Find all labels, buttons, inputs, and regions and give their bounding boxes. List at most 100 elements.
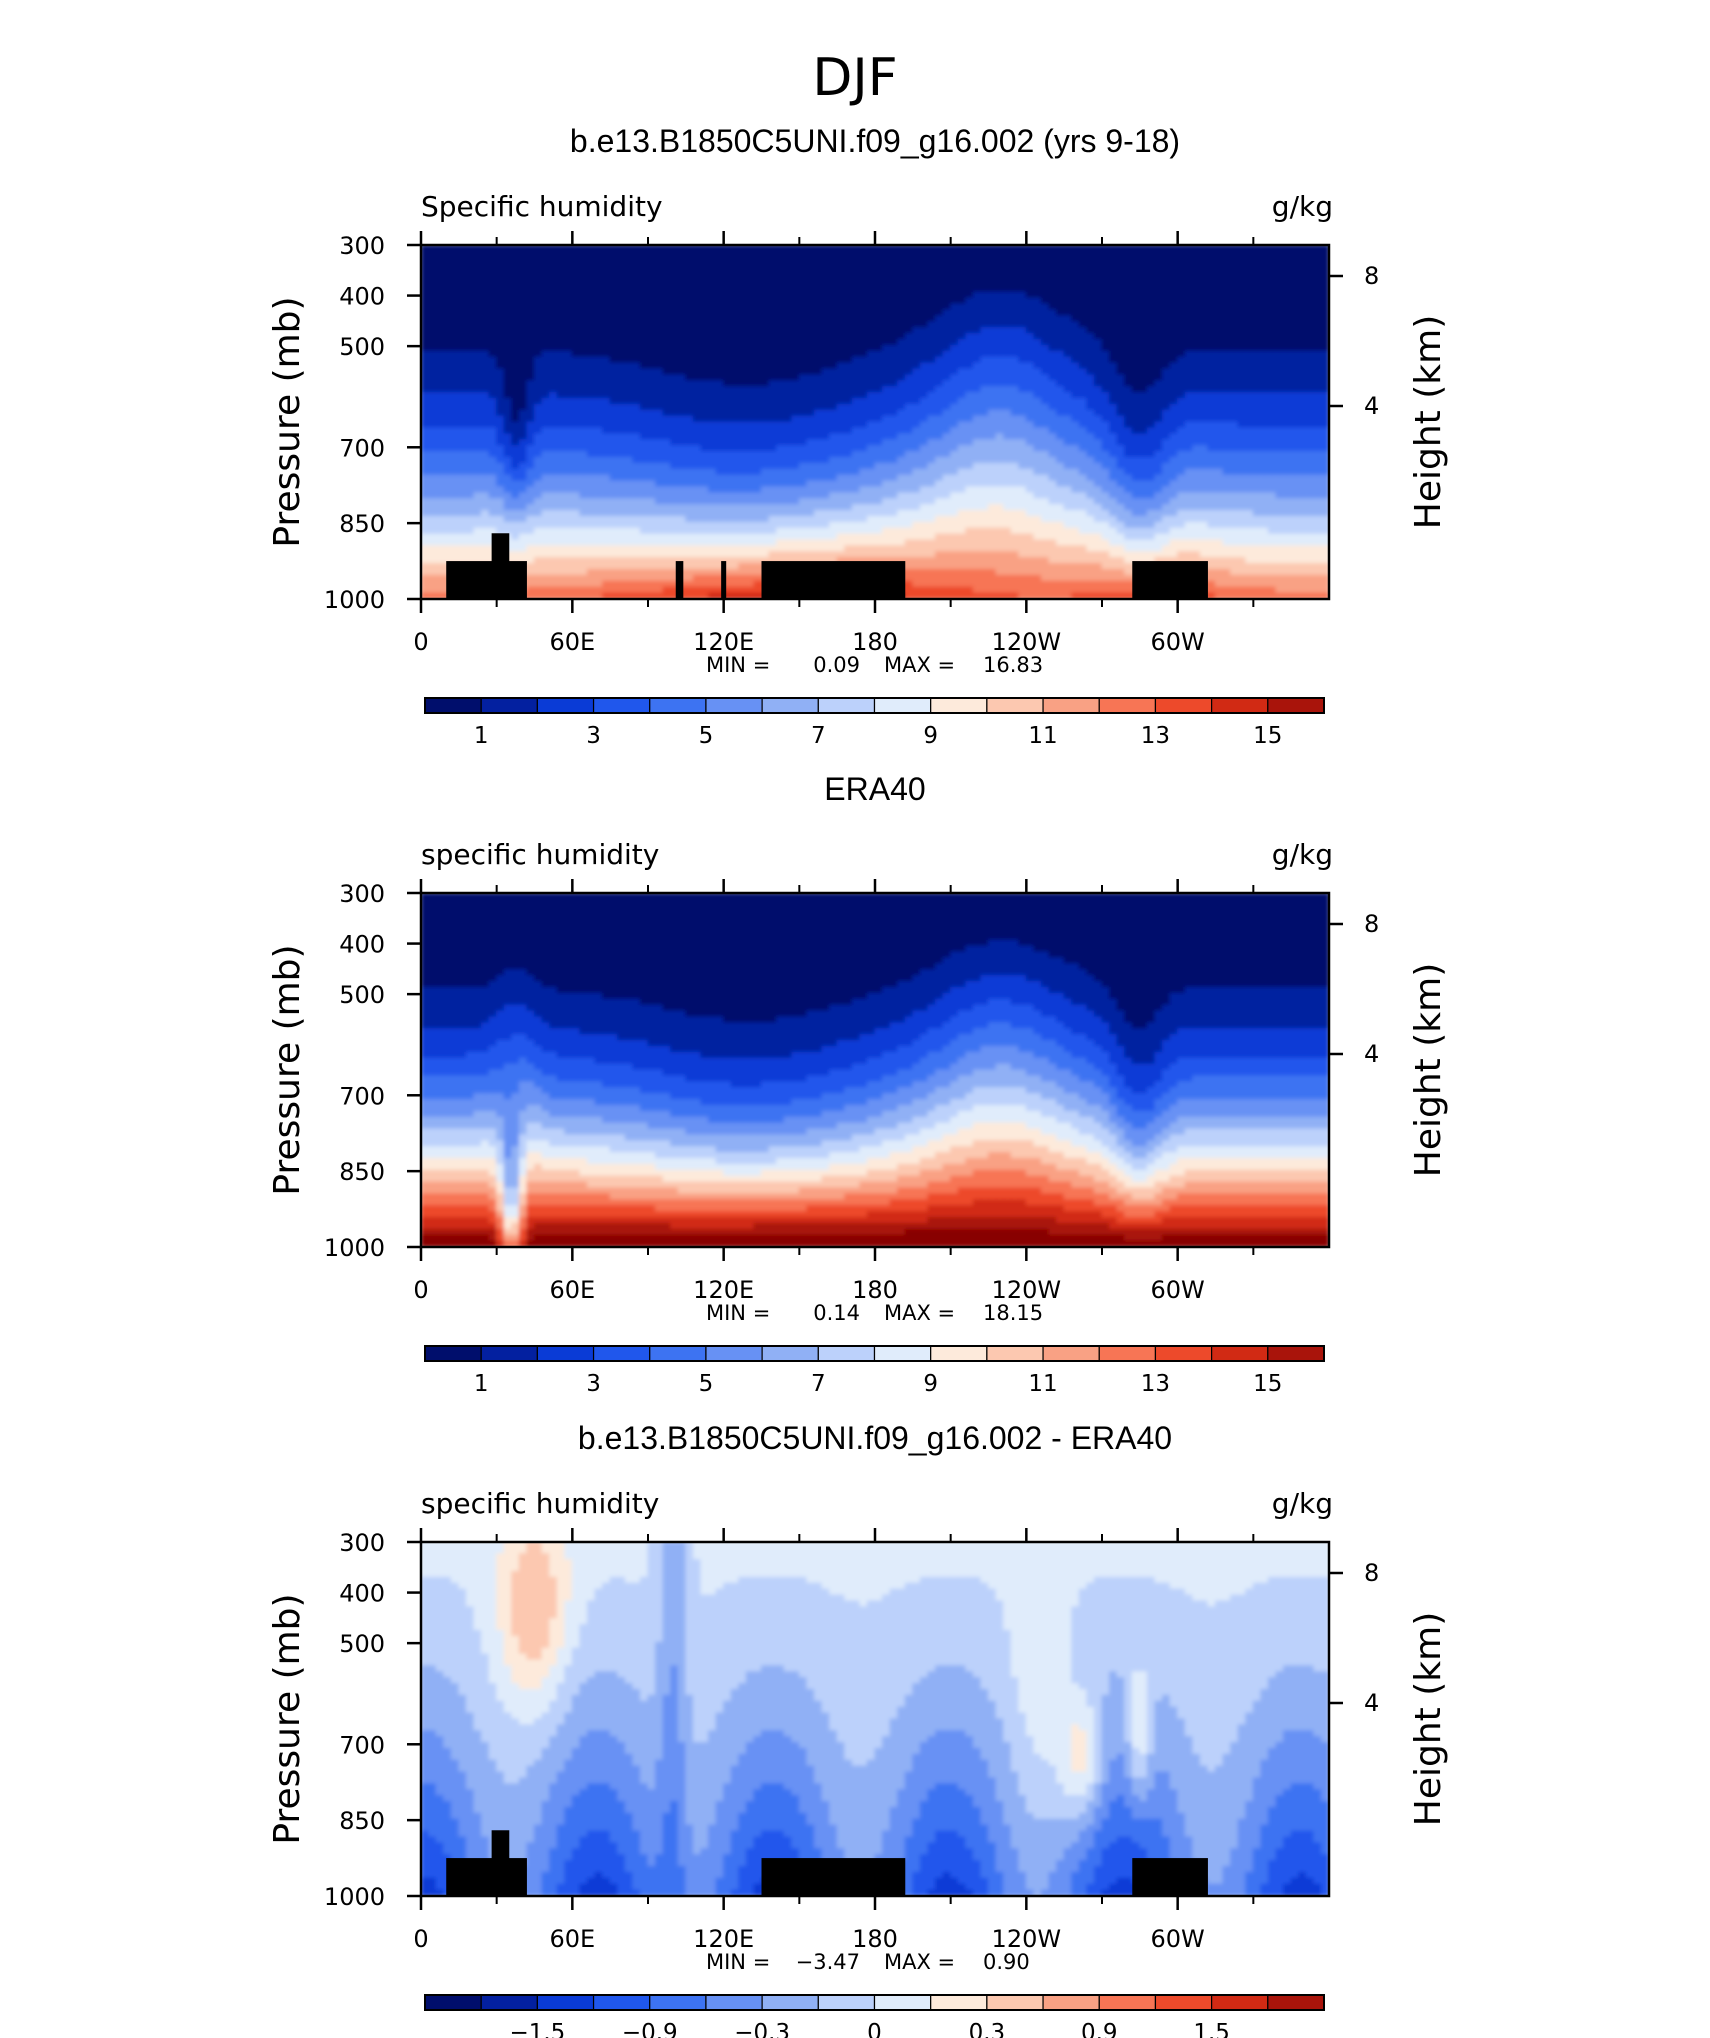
x-tick-label: 60E: [549, 1276, 595, 1304]
variable-label: specific humidity: [421, 838, 659, 871]
colorbar-label: 1: [474, 723, 489, 749]
colorbar-swatch: [536, 1994, 595, 2011]
colorbar-swatch: [705, 697, 763, 714]
panel-title: ERA40: [824, 771, 925, 807]
colorbar-swatch: [592, 1994, 651, 2011]
x-tick-label: 180: [852, 1925, 898, 1953]
colorbar-label: 5: [699, 1371, 714, 1397]
colorbar-swatch: [592, 1345, 651, 1362]
units-label: g/kg: [1272, 838, 1333, 871]
min-label: MIN =: [706, 653, 770, 677]
colorbar-swatch: [1154, 697, 1213, 714]
colorbar-swatch: [480, 1345, 538, 1362]
colorbar-swatch: [1154, 1345, 1213, 1362]
colorbar-swatch: [1211, 1994, 1269, 2011]
colorbar-swatch: [761, 697, 819, 714]
x-tick-label: 60E: [549, 628, 595, 656]
max-value: 16.83: [983, 653, 1043, 677]
contour-field: [421, 1542, 1329, 1896]
colorbar-swatch: [1211, 1345, 1269, 1362]
topography-mask: [446, 1830, 1208, 1896]
colorbar-label: 5: [699, 723, 714, 749]
min-value: 0.09: [813, 653, 860, 677]
x-tick-label: 120E: [693, 628, 754, 656]
colorbar-label: 11: [1028, 1371, 1057, 1397]
x-tick-label: 0: [413, 1925, 428, 1953]
x-tick-label: 0: [413, 1276, 428, 1304]
colorbar-swatch: [761, 1994, 819, 2011]
y-tick-label: 850: [339, 1807, 385, 1835]
x-tick-label: 180: [852, 628, 898, 656]
x-tick-label: 60W: [1151, 628, 1205, 656]
y-tick-label: 850: [339, 510, 385, 538]
colorbar-swatch: [592, 697, 651, 714]
colorbar-swatch: [873, 697, 932, 714]
height-tick-label: 8: [1364, 910, 1379, 938]
max-label: MAX =: [884, 653, 955, 677]
colorbar-label: 11: [1028, 723, 1057, 749]
y-axis-title: Pressure (mb): [267, 944, 308, 1195]
colorbar-label: −1.5: [509, 2020, 565, 2038]
colorbar-swatch: [705, 1345, 763, 1362]
colorbar-label: 3: [586, 723, 601, 749]
y-tick-label: 300: [339, 232, 385, 260]
colorbar-label: 7: [811, 1371, 826, 1397]
y2-axis-title: Height (km): [1408, 963, 1449, 1177]
x-tick-label: 60W: [1151, 1925, 1205, 1953]
colorbar-swatch: [424, 697, 482, 714]
colorbar-swatch: [873, 1345, 932, 1362]
topography-mask: [446, 533, 1208, 599]
colorbar-swatch: [986, 1994, 1044, 2011]
x-tick-label: 180: [852, 1276, 898, 1304]
colorbar-label: −0.3: [734, 2020, 790, 2038]
colorbar-swatch: [536, 1345, 595, 1362]
min-label: MIN =: [706, 1950, 770, 1974]
y-tick-label: 400: [339, 1580, 385, 1608]
min-label: MIN =: [706, 1301, 770, 1325]
height-tick-label: 8: [1364, 262, 1379, 290]
colorbar-swatch: [817, 1994, 876, 2011]
panel-title: b.e13.B1850C5UNI.f09_g16.002 (yrs 9-18): [570, 123, 1180, 159]
colorbar-swatch: [1211, 697, 1269, 714]
colorbar-label: 9: [923, 723, 938, 749]
y-tick-label: 400: [339, 283, 385, 311]
y2-axis-title: Height (km): [1408, 1612, 1449, 1826]
colorbar-swatch: [1098, 697, 1157, 714]
colorbar-label: 13: [1141, 723, 1170, 749]
colorbar-swatch: [873, 1994, 932, 2011]
colorbar-swatch: [480, 1994, 538, 2011]
colorbar-swatch: [424, 1994, 482, 2011]
y-tick-label: 700: [339, 1731, 385, 1759]
y-tick-label: 500: [339, 1630, 385, 1658]
height-tick-label: 4: [1364, 1040, 1379, 1068]
colorbar-label: 13: [1141, 1371, 1170, 1397]
colorbar-label: 1: [474, 1371, 489, 1397]
colorbar-swatch: [705, 1994, 763, 2011]
max-value: 18.15: [983, 1301, 1043, 1325]
colorbar-swatch: [1042, 1994, 1100, 2011]
colorbar-label: 0.9: [1081, 2020, 1118, 2038]
contour-field: [421, 245, 1329, 599]
figure-title: DJF: [812, 48, 897, 108]
colorbar-swatch: [649, 1994, 707, 2011]
colorbar-swatch: [649, 1345, 707, 1362]
min-value: 0.14: [813, 1301, 860, 1325]
y-tick-label: 700: [339, 1082, 385, 1110]
y-tick-label: 400: [339, 931, 385, 959]
colorbar-label: 7: [811, 723, 826, 749]
variable-label: specific humidity: [421, 1487, 659, 1520]
colorbar-swatch: [817, 1345, 876, 1362]
colorbar-swatch: [930, 1994, 988, 2011]
colorbar-swatch: [649, 697, 707, 714]
colorbar-swatch: [1267, 1994, 1325, 2011]
panel-difference: b.e13.B1850C5UNI.f09_g16.002 - ERA40 spec…: [267, 1420, 1449, 2038]
variable-label: Specific humidity: [421, 190, 663, 223]
height-tick-label: 4: [1364, 1689, 1379, 1717]
colorbar-label: 15: [1253, 1371, 1282, 1397]
y-tick-label: 500: [339, 333, 385, 361]
colorbar-swatch: [1154, 1994, 1213, 2011]
colorbar-label: 1.5: [1193, 2020, 1230, 2038]
height-tick-label: 4: [1364, 392, 1379, 420]
colorbar-swatch: [424, 1345, 482, 1362]
